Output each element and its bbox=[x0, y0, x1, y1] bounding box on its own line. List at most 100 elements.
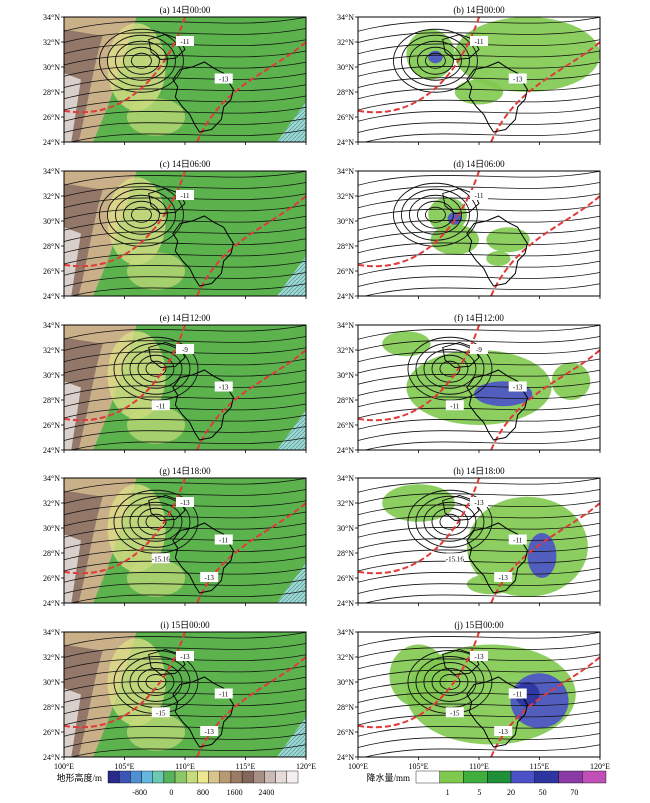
legend-swatch bbox=[534, 770, 559, 784]
legend-swatch bbox=[415, 770, 440, 784]
terrain-legend: 地形高度/m -800 0 800 1600 2400 bbox=[56, 770, 299, 797]
contour-label: -13 bbox=[499, 728, 509, 736]
contour-label: -15.16 bbox=[446, 555, 465, 563]
panel-title: (a) 14日00:00 bbox=[160, 5, 211, 15]
map-panel-g: -13 -11 -15.16 -13 (g) 14日18:00 24°N 26°N 28°N 3… bbox=[43, 466, 307, 608]
contour-label: -13 bbox=[205, 728, 215, 736]
panel-title: (b) 14日00:00 bbox=[453, 5, 505, 15]
legend-swatch bbox=[163, 770, 176, 784]
legend-swatch bbox=[582, 770, 607, 784]
lat-tick-label: 26°N bbox=[337, 267, 354, 276]
legend-tick-label: 70 bbox=[570, 788, 578, 797]
lat-tick-label: 26°N bbox=[43, 267, 60, 276]
legend-swatch bbox=[174, 770, 187, 784]
panel-title: (j) 15日00:00 bbox=[454, 620, 504, 630]
lon-tick-label: 100°E bbox=[348, 762, 368, 771]
contour-label: -11 bbox=[180, 192, 190, 200]
lat-tick-label: 32°N bbox=[337, 499, 354, 508]
legend-swatch bbox=[487, 770, 512, 784]
map-panel-j: -13 -11 -15 -13 (j) 15日00:00 24°N 26°N 28°N 30°N… bbox=[337, 620, 610, 771]
lon-tick-label: 115°E bbox=[236, 762, 256, 771]
legend-swatch bbox=[107, 770, 120, 784]
legend-swatch bbox=[141, 770, 153, 784]
contour-label: -11 bbox=[219, 537, 229, 545]
contour-label: -9 bbox=[182, 346, 188, 354]
legend-swatch bbox=[439, 770, 464, 784]
contour-label: -13 bbox=[513, 384, 523, 392]
legend-swatch bbox=[463, 770, 488, 784]
lat-tick-label: 30°N bbox=[337, 217, 354, 226]
lat-tick-label: 28°N bbox=[43, 88, 60, 97]
contour-label: -13 bbox=[205, 574, 215, 582]
contour-label: -11 bbox=[474, 38, 484, 46]
lon-tick-label: 115°E bbox=[530, 762, 550, 771]
lat-tick-label: 24°N bbox=[43, 138, 60, 147]
legend-swatch bbox=[208, 770, 220, 784]
lat-tick-label: 24°N bbox=[337, 138, 354, 147]
contour-label: -15.16 bbox=[152, 555, 171, 563]
lat-tick-label: 28°N bbox=[43, 396, 60, 405]
contour-label: -11 bbox=[156, 402, 166, 410]
lat-tick-label: 24°N bbox=[337, 753, 354, 762]
lat-tick-label: 34°N bbox=[337, 167, 354, 176]
lat-tick-label: 34°N bbox=[43, 474, 60, 483]
lon-tick-label: 100°E bbox=[54, 762, 74, 771]
lat-tick-label: 26°N bbox=[43, 574, 60, 583]
panel-title: (g) 14日18:00 bbox=[159, 466, 211, 476]
lat-tick-label: 32°N bbox=[337, 653, 354, 662]
contour-label: -11 bbox=[180, 38, 190, 46]
legend-swatch bbox=[197, 770, 209, 784]
contour-label: -11 bbox=[513, 691, 523, 699]
map-panel-e: -9 -13 -11 (e) 14日12:00 24°N 26°N 28°N 30°N 32°N… bbox=[43, 313, 307, 455]
legend-tick-label: -800 bbox=[132, 788, 147, 797]
legend-tick-label: 0 bbox=[169, 788, 173, 797]
map-panel-a: -11 -13 (a) 14日00:00 24°N 26°N 28°N 30°N 32°N 34… bbox=[43, 5, 307, 147]
lat-tick-label: 28°N bbox=[337, 396, 354, 405]
lat-tick-label: 24°N bbox=[43, 292, 60, 301]
lat-tick-label: 32°N bbox=[43, 38, 60, 47]
lon-tick-label: 120°E bbox=[590, 762, 610, 771]
legend-swatch bbox=[186, 770, 198, 784]
contour-label: -13 bbox=[219, 384, 229, 392]
lat-tick-label: 24°N bbox=[43, 599, 60, 608]
legend-swatch bbox=[241, 770, 254, 784]
legend-swatch bbox=[558, 770, 583, 784]
lat-tick-label: 34°N bbox=[337, 628, 354, 637]
legend-tick-label: 5 bbox=[477, 788, 481, 797]
lat-tick-label: 30°N bbox=[43, 217, 60, 226]
map-panel-d: -11 (d) 14日06:00 24°N 26°N 28°N 30°N 32°N 34°N bbox=[337, 159, 601, 301]
map-panel-c: -11 (c) 14日06:00 24°N 26°N 28°N 30°N 32°N 34°N bbox=[43, 159, 307, 301]
lat-tick-label: 26°N bbox=[337, 728, 354, 737]
lat-tick-label: 28°N bbox=[337, 88, 354, 97]
contour-label: -11 bbox=[450, 402, 460, 410]
panel-title: (e) 14日12:00 bbox=[160, 313, 211, 323]
lat-tick-label: 24°N bbox=[43, 753, 60, 762]
lat-tick-label: 34°N bbox=[43, 628, 60, 637]
legend-swatch bbox=[264, 770, 276, 784]
lat-tick-label: 28°N bbox=[337, 703, 354, 712]
lat-tick-label: 28°N bbox=[337, 549, 354, 558]
lat-tick-label: 26°N bbox=[43, 421, 60, 430]
lat-tick-label: 28°N bbox=[43, 549, 60, 558]
lat-tick-label: 30°N bbox=[337, 371, 354, 380]
legend-swatch bbox=[118, 770, 131, 784]
legend-swatch bbox=[130, 770, 142, 784]
lat-tick-label: 32°N bbox=[43, 346, 60, 355]
lat-tick-label: 24°N bbox=[337, 446, 354, 455]
lat-tick-label: 30°N bbox=[43, 371, 60, 380]
legend-tick-label: 2400 bbox=[258, 788, 274, 797]
map-panel-b: -11 -13 (b) 14日00:00 24°N 26°N 28°N 30°N 32°N 34… bbox=[337, 5, 601, 147]
contour-label: -13 bbox=[474, 653, 484, 661]
lat-tick-label: 34°N bbox=[43, 167, 60, 176]
panel-title: (h) 14日18:00 bbox=[453, 466, 505, 476]
lat-tick-label: 32°N bbox=[43, 499, 60, 508]
lat-tick-label: 34°N bbox=[337, 13, 354, 22]
panel-title: (c) 14日06:00 bbox=[160, 159, 211, 169]
legend-tick-label: 1600 bbox=[227, 788, 243, 797]
legend-swatch bbox=[253, 770, 265, 784]
map-panel-f: -9 -13 -11 (f) 14日12:00 24°N 26°N 28°N 30°N 32°N… bbox=[337, 313, 601, 455]
panel-title: (d) 14日06:00 bbox=[453, 159, 505, 169]
legend-swatch bbox=[230, 770, 243, 784]
lon-tick-label: 110°E bbox=[175, 762, 195, 771]
legend-swatch bbox=[275, 770, 288, 784]
